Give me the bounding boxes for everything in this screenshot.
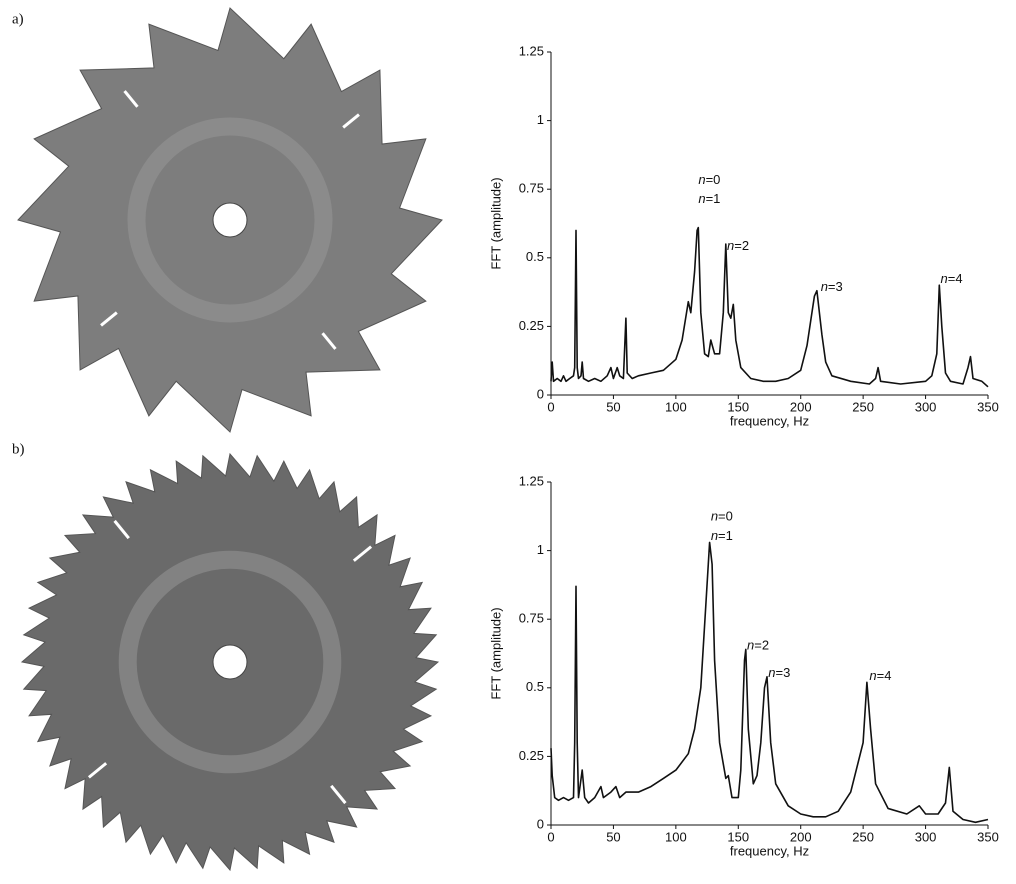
x-tick-label: 350 [977,399,999,414]
x-tick-label: 300 [915,829,937,844]
blade-shading [118,550,342,774]
x-axis-label: frequency, Hz [730,413,809,428]
x-tick-label: 0 [547,399,554,414]
fft-line [550,541,989,824]
expansion-slot [330,784,347,805]
y-tick-label: 0.25 [519,748,544,763]
arbor-hole [212,644,248,680]
y-axis-label: FFT (amplitude) [488,607,503,699]
expansion-slot [100,311,118,327]
y-tick-label: 1 [537,542,544,557]
expansion-slot [113,519,130,540]
x-axis-label: frequency, Hz [730,843,809,858]
arbor-hole [212,202,248,238]
x-tick-label: 350 [977,829,999,844]
expansion-slot [87,762,108,779]
expansion-slot [321,332,337,350]
blade-shading [127,117,333,323]
x-tick-label: 250 [852,399,874,414]
x-tick-label: 200 [790,829,812,844]
mode-annotation: n=4 [941,271,963,286]
x-tick-label: 0 [547,829,554,844]
y-tick-label: 0.5 [526,249,544,264]
panel-label: a) [12,11,24,27]
x-tick-label: 250 [852,829,874,844]
x-tick-label: 100 [665,399,687,414]
expansion-slot [352,545,373,562]
x-tick-label: 300 [915,399,937,414]
mode-annotation: n=1 [711,528,733,543]
mode-annotation: n=2 [747,638,769,653]
y-tick-label: 0 [537,386,544,401]
panel-label: b) [12,441,25,457]
y-tick-label: 0 [537,816,544,831]
x-tick-label: 50 [606,399,620,414]
expansion-slot [342,113,360,129]
x-tick-label: 150 [727,399,749,414]
mode-annotation: n=0 [698,172,720,187]
expansion-slot [123,90,139,108]
mode-annotation: n=3 [821,279,843,294]
mode-annotation: n=4 [869,668,891,683]
x-tick-label: 50 [606,829,620,844]
y-tick-label: 1.25 [519,473,544,488]
fft-line [550,226,989,388]
x-tick-label: 150 [727,829,749,844]
x-tick-label: 100 [665,829,687,844]
mode-annotation: n=0 [711,509,733,524]
mode-annotation: n=3 [768,666,790,681]
y-tick-label: 0.5 [526,679,544,694]
y-tick-label: 1.25 [519,43,544,58]
y-tick-label: 0.75 [519,181,544,196]
mode-annotation: n=2 [727,238,749,253]
y-axis-label: FFT (amplitude) [488,177,503,269]
y-tick-label: 0.25 [519,318,544,333]
mode-annotation: n=1 [698,192,720,207]
y-tick-label: 1 [537,112,544,127]
y-tick-label: 0.75 [519,611,544,626]
x-tick-label: 200 [790,399,812,414]
